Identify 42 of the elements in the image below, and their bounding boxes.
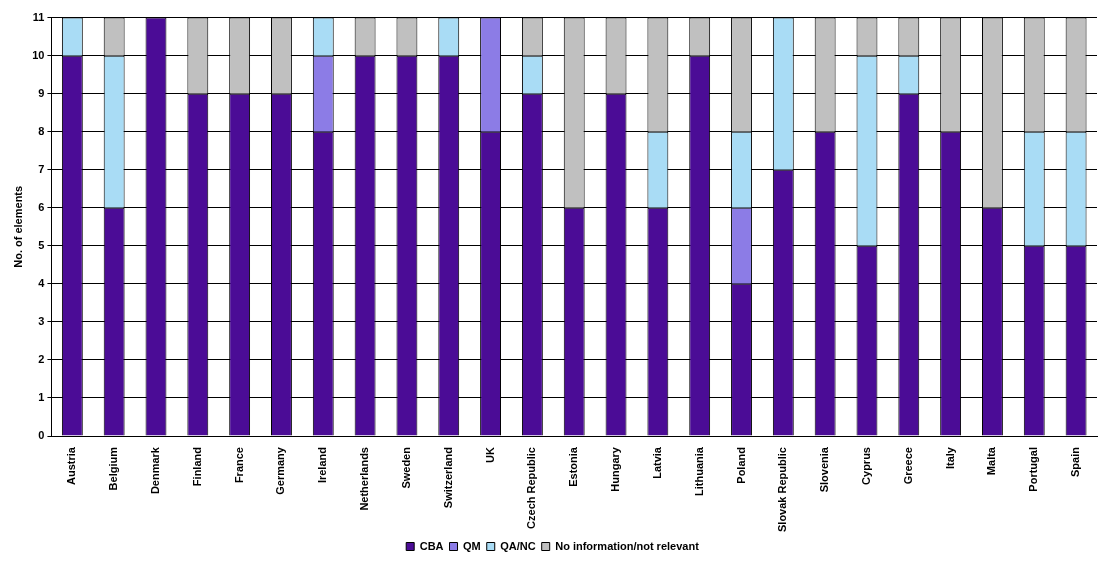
x-tick-label: Estonia — [567, 446, 580, 487]
y-tick-label: 11 — [32, 10, 45, 23]
x-tick-label: Czech Republic — [525, 447, 538, 529]
y-tick-label: 5 — [38, 238, 45, 251]
legend-label: No information/not relevant — [555, 539, 700, 552]
x-tick-label: Austria — [65, 446, 78, 485]
x-tick-label: Cyprus — [860, 447, 873, 485]
y-tick-label: 10 — [32, 48, 45, 61]
x-tick-label: Italy — [943, 446, 956, 470]
y-tick-label: 0 — [38, 429, 45, 442]
y-tick-label: 8 — [38, 124, 45, 137]
x-tick-label: Greece — [901, 447, 914, 485]
y-tick-label: 2 — [38, 352, 45, 365]
x-tick-label: Lithuania — [692, 446, 705, 496]
x-tick-label: Latvia — [650, 446, 663, 479]
x-tick-label: Ireland — [316, 447, 329, 484]
y-tick-label: 9 — [38, 86, 45, 99]
legend-label: QM — [463, 539, 481, 552]
x-tick-label: France — [232, 447, 245, 484]
legend-label: CBA — [419, 539, 444, 552]
x-tick-label: Finland — [190, 447, 203, 487]
legend-label: QA/NC — [500, 539, 536, 552]
x-tick-label: Malta — [985, 446, 998, 476]
x-tick-label: Belgium — [107, 446, 120, 491]
x-tick-label: Netherlands — [358, 447, 371, 511]
y-tick-label: 6 — [38, 200, 45, 213]
y-tick-label: 4 — [38, 276, 46, 289]
x-tick-label: Slovak Republic — [776, 447, 789, 533]
x-tick-label: Slovenia — [818, 446, 831, 493]
y-axis-title: No. of elements — [11, 185, 24, 268]
x-tick-label: Portugal — [1027, 447, 1040, 492]
x-tick-label: Spain — [1069, 446, 1082, 477]
x-tick-label: Poland — [734, 447, 747, 484]
x-tick-label: Denmark — [149, 446, 162, 495]
x-tick-label: Germany — [274, 446, 287, 495]
y-tick-label: 3 — [38, 314, 45, 327]
y-tick-label: 1 — [38, 391, 45, 404]
x-tick-label: Hungary — [609, 446, 622, 492]
y-tick-label: 7 — [38, 162, 45, 175]
x-tick-label: Sweden — [399, 446, 412, 489]
x-tick-label: UK — [483, 446, 496, 463]
x-tick-label: Switzerland — [441, 447, 454, 509]
